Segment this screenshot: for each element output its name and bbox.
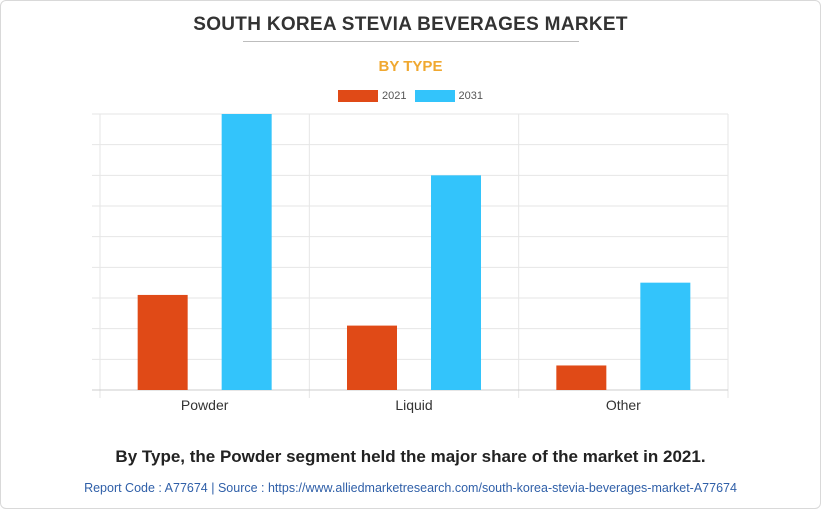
bar-2021-powder — [137, 294, 188, 390]
legend-label-2021: 2021 — [382, 90, 407, 102]
x-tick-label-other: Other — [606, 397, 641, 413]
title-divider — [243, 41, 579, 42]
bar-2031-powder — [221, 114, 272, 390]
x-tick-label-powder: Powder — [181, 397, 229, 413]
chart-title: SOUTH KOREA STEVIA BEVERAGES MARKET — [193, 14, 628, 35]
bar-2021-liquid — [347, 325, 397, 390]
legend-item-2021[interactable]: 2021 — [338, 90, 407, 102]
bar-2031-other — [640, 282, 691, 390]
legend-label-2031: 2031 — [458, 90, 483, 102]
chart-caption: By Type, the Powder segment held the maj… — [115, 447, 706, 466]
bar-chart: Powder Liquid Other — [92, 113, 729, 413]
legend-swatch-2031 — [414, 90, 455, 102]
bar-2021-other — [556, 365, 607, 390]
chart-subtitle: BY TYPE — [378, 58, 443, 75]
x-tick-label-liquid: Liquid — [395, 397, 432, 413]
bar-2031-liquid — [431, 175, 481, 390]
source-footer[interactable]: Report Code : A77674 | Source : https://… — [84, 481, 737, 495]
legend-item-2031[interactable]: 2031 — [414, 90, 483, 102]
chart-legend: 2021 2031 — [0, 90, 821, 102]
legend-swatch-2021 — [338, 90, 379, 102]
